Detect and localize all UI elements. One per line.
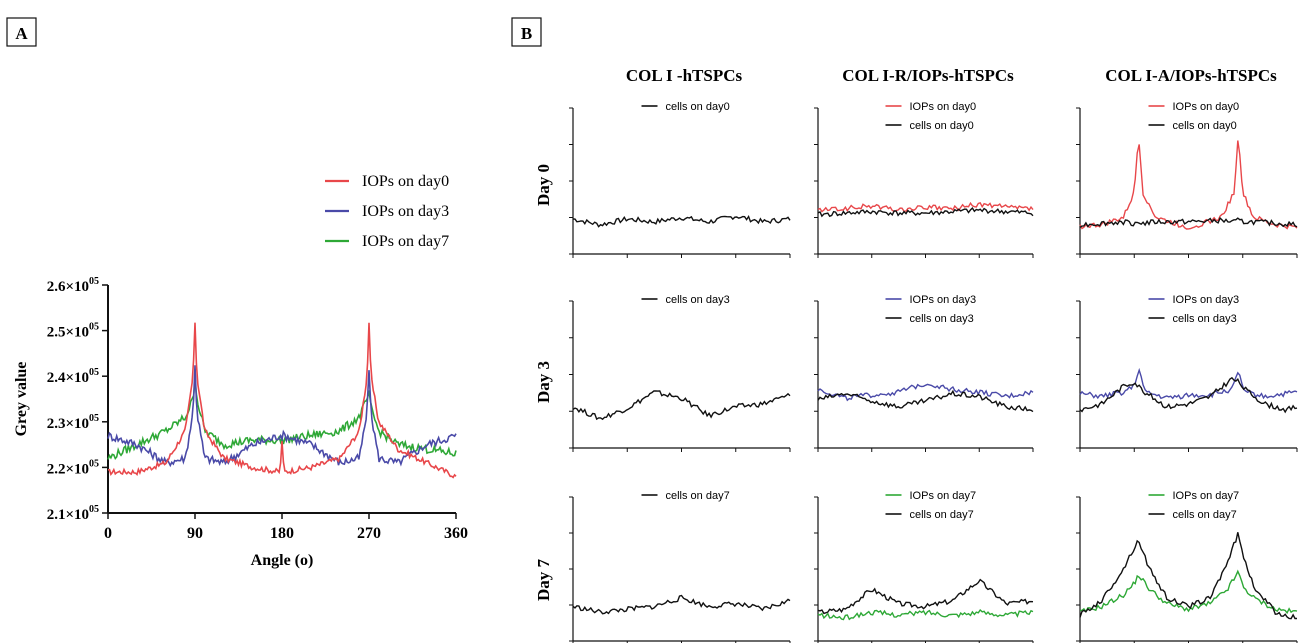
- subplot-series-line: [817, 578, 1034, 615]
- panel-b-subplot-r3-c2: IOPs on day7 cells on day7: [814, 490, 1034, 643]
- panel-a-y-tick-label: 2.6×1005: [47, 276, 99, 295]
- subplot-series-line: [572, 214, 791, 228]
- panel-a-y-tick-label: 2.2×1005: [47, 458, 99, 477]
- panel-a-x-tick-label: 0: [104, 525, 112, 542]
- subplot-series-line: [572, 594, 791, 615]
- panel-a-legend-label: IOPs on day0: [362, 173, 449, 190]
- subplot-series-line: [1079, 140, 1298, 230]
- subplot-legend-label: cells on day3: [666, 294, 730, 306]
- panel-b-letter: B: [521, 24, 532, 43]
- subplot-legend-label: cells on day7: [1173, 509, 1237, 521]
- subplot-legend-label: IOPs on day3: [910, 294, 977, 306]
- panel-b-row-title-day3: Day 3: [534, 361, 553, 403]
- panel-b-subplot-r2-c1: cells on day3: [569, 294, 791, 452]
- panel-b-subplot-r3-c3: IOPs on day7 cells on day7: [1076, 490, 1298, 643]
- panel-b-subplot-r1-c2: IOPs on day0 cells on day0: [814, 101, 1034, 258]
- subplot-series-line: [1079, 216, 1298, 228]
- panel-a-xlabel: Angle (o): [251, 552, 314, 569]
- subplot-legend-label: cells on day7: [666, 490, 730, 502]
- panel-b-column-title-1: COL I -hTSPCs: [626, 66, 743, 85]
- subplot-legend-label: IOPs on day0: [1173, 101, 1240, 113]
- panel-b-chart-grid: COL I -hTSPCs COL I-R/IOPs-hTSPCs COL I-…: [534, 66, 1298, 643]
- panel-b-column-title-3: COL I-A/IOPs-hTSPCs: [1105, 66, 1277, 85]
- subplot-series-line: [1079, 569, 1298, 615]
- panel-a-x-tick-label: 180: [270, 525, 294, 542]
- panel-a-y-tick-label: 2.5×1005: [47, 322, 99, 341]
- panel-a-letter: A: [15, 24, 28, 43]
- panel-b-subplot-r2-c2: IOPs on day3 cells on day3: [814, 294, 1034, 452]
- subplot-legend-label: IOPs on day7: [1173, 490, 1240, 502]
- panel-b-row-title-day0: Day 0: [534, 164, 553, 206]
- subplot-series-line: [1079, 532, 1297, 620]
- subplot-series-line: [1079, 376, 1298, 414]
- panel-a-ylabel: Grey value: [13, 362, 30, 437]
- panel-a-legend-label: IOPs on day3: [362, 203, 449, 220]
- subplot-series-line: [817, 383, 1034, 402]
- subplot-legend-label: cells on day0: [666, 101, 730, 113]
- panel-b-subplot-r3-c1: cells on day7: [569, 490, 791, 643]
- panel-a-chart: 0 90 180 270 360 2.1×1005 2.2×1005 2.3×1005 2.4×…: [13, 173, 468, 569]
- panel-a-y-tick-label: 2.1×1005: [47, 504, 99, 523]
- subplot-legend-label: cells on day0: [1173, 120, 1237, 132]
- panel-a-letter-box: A: [6, 17, 37, 47]
- subplot-series-line: [817, 201, 1034, 213]
- panel-b-subplot-r1-c3: IOPs on day0 cells on day0: [1076, 101, 1298, 258]
- subplot-legend-label: IOPs on day0: [910, 101, 977, 113]
- panel-a-y-tick-label: 2.3×1005: [47, 413, 99, 432]
- subplot-series-line: [1079, 367, 1298, 400]
- subplot-legend-label: cells on day0: [910, 120, 974, 132]
- panel-b-row-title-day7: Day 7: [534, 558, 553, 601]
- panel-b-letter-box: B: [511, 17, 542, 47]
- panel-b-subplot-r2-c3: IOPs on day3 cells on day3: [1076, 294, 1298, 452]
- subplot-series-line: [817, 389, 1034, 413]
- subplot-legend-label: cells on day7: [910, 509, 974, 521]
- subplot-legend-label: IOPs on day7: [910, 490, 977, 502]
- subplot-legend-label: cells on day3: [1173, 313, 1237, 325]
- panel-a-x-tick-label: 90: [187, 525, 203, 542]
- panel-b-column-title-2: COL I-R/IOPs-hTSPCs: [842, 66, 1014, 85]
- subplot-series-line: [572, 390, 791, 421]
- panel-a-legend-label: IOPs on day7: [362, 233, 449, 250]
- panel-a-series-line-day0: [107, 322, 457, 479]
- subplot-series-line: [817, 207, 1034, 218]
- panel-a-x-tick-label: 270: [357, 525, 381, 542]
- subplot-legend-label: cells on day3: [910, 313, 974, 325]
- panel-b-subplot-r1-c1: cells on day0: [569, 101, 791, 258]
- subplot-series-line: [817, 608, 1034, 621]
- subplot-legend-label: IOPs on day3: [1173, 294, 1240, 306]
- panel-a-x-tick-label: 360: [444, 525, 468, 542]
- panel-a-y-tick-label: 2.4×1005: [47, 367, 99, 386]
